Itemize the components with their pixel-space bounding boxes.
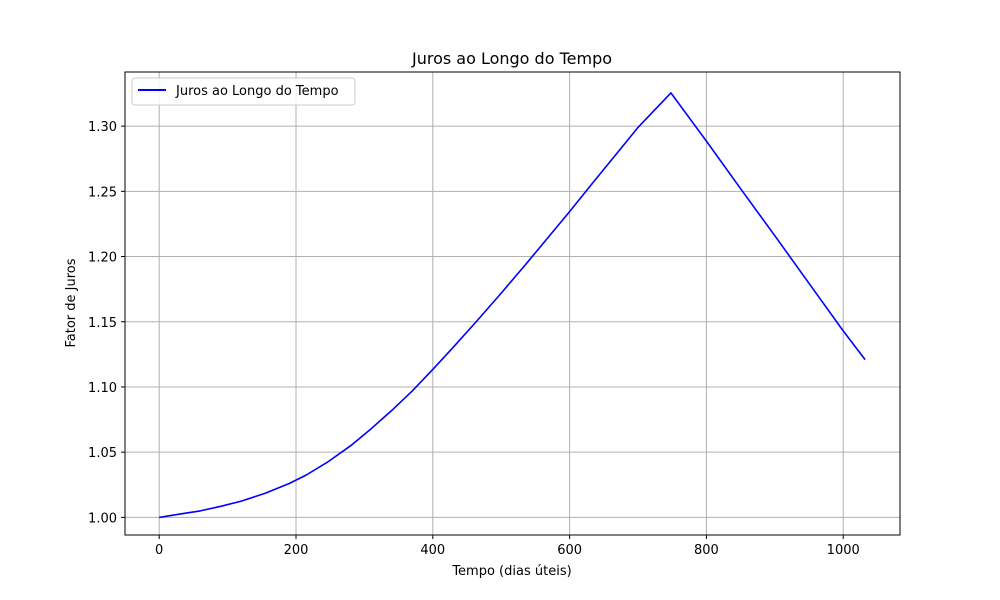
y-tick-label: 1.10 <box>88 381 117 396</box>
x-tick-label: 600 <box>557 543 582 558</box>
x-tick-label: 200 <box>284 543 309 558</box>
x-tick-label: 400 <box>420 543 445 558</box>
legend-box <box>131 77 356 106</box>
y-tick-label: 1.30 <box>88 120 117 135</box>
y-tick-label: 1.20 <box>88 251 117 266</box>
y-axis: 1.00 1.05 1.10 1.15 1.20 1.25 1.30 <box>88 120 125 526</box>
y-tick-label: 1.05 <box>88 446 117 461</box>
series-line <box>159 92 866 519</box>
x-axis: 0 200 400 600 800 1000 <box>155 535 860 558</box>
y-tick-label: 1.15 <box>88 316 117 331</box>
series-layer <box>159 92 866 519</box>
chart-title: Juros ao Longo do Tempo <box>411 49 612 68</box>
x-tick-label: 0 <box>155 543 163 558</box>
y-tick-label: 1.25 <box>88 185 117 200</box>
x-tick-label: 1000 <box>827 543 860 558</box>
grid <box>125 72 900 535</box>
y-axis-label: Fator de Juros <box>64 258 79 347</box>
x-tick-label: 800 <box>694 543 719 558</box>
legend: Juros ao Longo do Tempo <box>131 77 356 106</box>
y-tick-label: 1.00 <box>88 511 117 526</box>
plot-frame <box>124 71 901 536</box>
legend-label: Juros ao Longo do Tempo <box>175 84 339 99</box>
x-axis-label: Tempo (dias úteis) <box>451 564 571 579</box>
